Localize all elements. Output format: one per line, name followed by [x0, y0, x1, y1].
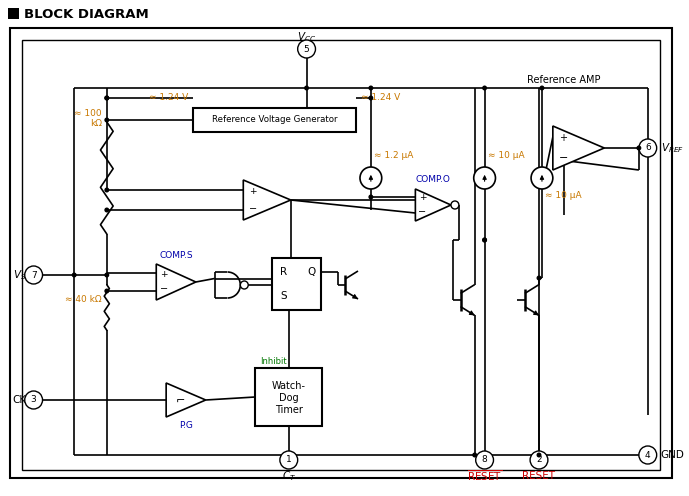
Circle shape — [482, 85, 487, 90]
Bar — [255, 368, 322, 426]
Circle shape — [72, 272, 76, 277]
Text: RESET: RESET — [522, 471, 555, 481]
Circle shape — [537, 275, 542, 281]
Text: R: R — [280, 267, 287, 277]
Polygon shape — [415, 189, 451, 221]
Text: ≈ 10 μA: ≈ 10 μA — [545, 191, 582, 200]
Circle shape — [104, 272, 110, 277]
Text: 4: 4 — [645, 450, 650, 459]
Circle shape — [531, 167, 553, 189]
Text: P.G: P.G — [179, 421, 193, 430]
Text: −: − — [558, 153, 568, 163]
Text: Watch-: Watch- — [271, 381, 306, 391]
Text: 5: 5 — [304, 45, 309, 54]
Text: kΩ: kΩ — [90, 119, 102, 127]
Circle shape — [639, 446, 657, 464]
Circle shape — [104, 118, 110, 123]
Text: CK: CK — [12, 395, 27, 405]
Circle shape — [240, 281, 248, 289]
Text: 7: 7 — [31, 270, 37, 280]
Bar — [22, 40, 659, 470]
Text: ≈ 1.24 V: ≈ 1.24 V — [149, 94, 188, 103]
Text: Dog: Dog — [279, 393, 298, 403]
Polygon shape — [156, 264, 196, 300]
Text: +: + — [559, 133, 567, 143]
Circle shape — [25, 266, 43, 284]
Bar — [272, 258, 321, 310]
Text: COMP.O: COMP.O — [415, 175, 451, 184]
Text: $V_{CC}$: $V_{CC}$ — [297, 30, 316, 44]
Text: ≈ 40 kΩ: ≈ 40 kΩ — [65, 296, 102, 305]
Text: ≈ 1.24 V: ≈ 1.24 V — [361, 94, 400, 103]
Circle shape — [369, 96, 373, 101]
Text: 8: 8 — [482, 455, 488, 464]
Circle shape — [298, 40, 316, 58]
Text: Timer: Timer — [275, 405, 302, 415]
Bar — [8, 8, 19, 19]
Text: ⌐: ⌐ — [175, 397, 185, 407]
Circle shape — [474, 167, 495, 189]
Circle shape — [25, 391, 43, 409]
Circle shape — [304, 85, 309, 90]
Text: GND: GND — [661, 450, 684, 460]
Circle shape — [104, 207, 110, 212]
Circle shape — [537, 452, 542, 457]
Text: COMP.S: COMP.S — [159, 251, 193, 260]
Text: ≈ 1.2 μA: ≈ 1.2 μA — [374, 151, 413, 161]
Circle shape — [637, 145, 641, 150]
Circle shape — [639, 139, 657, 157]
Circle shape — [539, 85, 544, 90]
Text: $\overline{\mathrm{RESET}}$: $\overline{\mathrm{RESET}}$ — [467, 469, 502, 484]
Text: BLOCK DIAGRAM: BLOCK DIAGRAM — [23, 7, 149, 20]
Circle shape — [482, 238, 487, 243]
Text: +: + — [161, 270, 168, 279]
Circle shape — [482, 238, 487, 243]
Circle shape — [369, 194, 373, 199]
Text: −: − — [160, 284, 168, 294]
Text: −: − — [249, 204, 257, 214]
Circle shape — [451, 201, 459, 209]
Circle shape — [280, 451, 298, 469]
Text: −: − — [418, 207, 426, 217]
Text: +: + — [419, 193, 426, 202]
Polygon shape — [243, 180, 291, 220]
Circle shape — [104, 187, 110, 192]
Text: Reference Voltage Generator: Reference Voltage Generator — [212, 116, 337, 124]
Polygon shape — [166, 383, 206, 417]
Polygon shape — [553, 126, 604, 170]
Text: 2: 2 — [536, 455, 542, 464]
Text: Reference AMP: Reference AMP — [527, 75, 600, 85]
Bar — [193, 108, 356, 132]
Circle shape — [104, 96, 110, 101]
Circle shape — [475, 451, 493, 469]
Text: 6: 6 — [645, 143, 650, 152]
Text: ≈ 10 μA: ≈ 10 μA — [488, 151, 524, 161]
Text: $V_S$: $V_S$ — [13, 268, 27, 282]
Circle shape — [530, 451, 548, 469]
Circle shape — [360, 167, 382, 189]
Circle shape — [369, 85, 373, 90]
Text: S: S — [280, 291, 287, 301]
Text: $C_T$: $C_T$ — [282, 469, 296, 483]
Circle shape — [472, 452, 477, 457]
Text: $V_{REF}$: $V_{REF}$ — [661, 141, 683, 155]
Circle shape — [104, 96, 110, 101]
Text: 1: 1 — [286, 455, 291, 464]
Text: Q: Q — [307, 267, 316, 277]
Text: ≈ 100: ≈ 100 — [74, 109, 102, 118]
Text: +: + — [249, 186, 256, 196]
Text: Inhibit: Inhibit — [260, 358, 287, 367]
Circle shape — [104, 289, 110, 294]
Text: 3: 3 — [31, 395, 37, 405]
